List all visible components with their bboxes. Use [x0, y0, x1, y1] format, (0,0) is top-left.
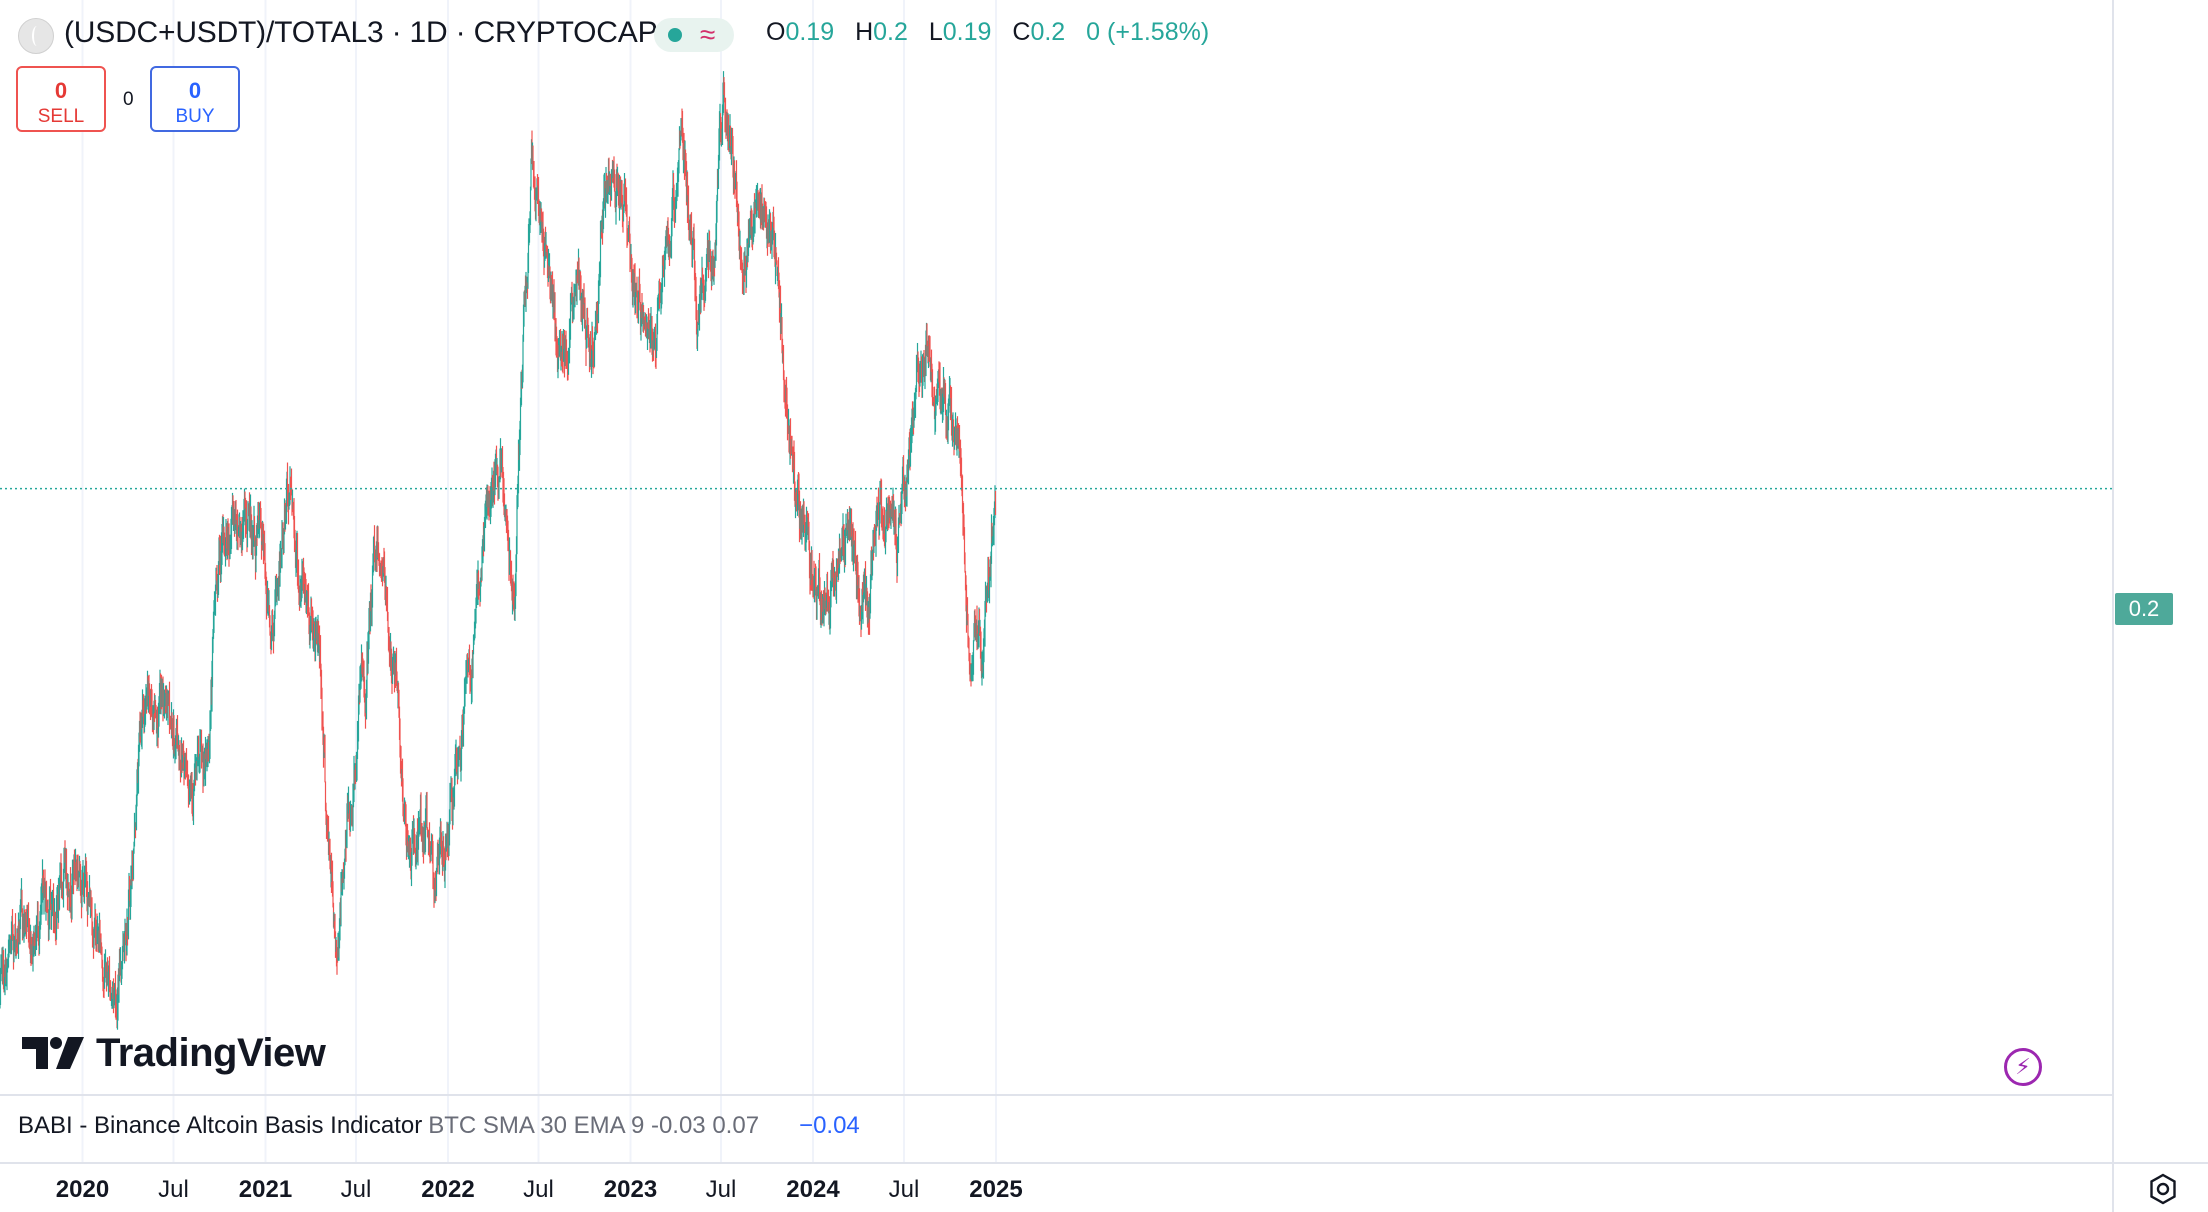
time-tick-label: Jul	[523, 1176, 554, 1203]
candle-series[interactable]	[0, 71, 997, 1030]
high-label: H	[855, 18, 874, 46]
indicator-value: −0.04	[799, 1112, 860, 1139]
sell-button[interactable]: 0 SELL	[16, 66, 106, 132]
symbol-logo-icon	[18, 18, 54, 54]
time-tick-label: 2022	[421, 1176, 475, 1203]
time-tick-label: Jul	[340, 1176, 372, 1203]
indicator-name: BABI - Binance Altcoin Basis Indicator	[18, 1112, 423, 1139]
open-label: O	[766, 18, 786, 46]
sell-label: SELL	[37, 106, 85, 127]
high-value: 0.2	[873, 18, 908, 46]
sell-count: 0	[54, 78, 68, 103]
time-tick-label: 2021	[238, 1176, 293, 1203]
settings-gear-icon[interactable]	[2146, 1172, 2180, 1206]
time-tick-label: Jul	[158, 1176, 189, 1203]
time-tick-label: 2025	[969, 1176, 1023, 1203]
last-price-label: 0.2	[2115, 593, 2173, 625]
time-tick-label: 2020	[55, 1176, 110, 1203]
indicator-legend[interactable]: BABI - Binance Altcoin Basis Indicator BT…	[18, 1112, 860, 1140]
tradingview-logo-icon	[22, 1037, 84, 1069]
time-tick-label: 2023	[603, 1176, 658, 1203]
time-tick-label: 2024	[786, 1176, 840, 1203]
buy-label: BUY	[175, 106, 215, 127]
buy-count: 0	[188, 78, 202, 103]
time-tick-label: Jul	[705, 1176, 737, 1203]
tradingview-logo[interactable]: TradingView	[22, 1028, 326, 1078]
status-dot-icon	[668, 28, 682, 42]
open-value: 0.19	[785, 18, 835, 46]
change-value: 0 (+1.58%)	[1086, 18, 1210, 46]
market-status[interactable]: ≈	[654, 18, 734, 52]
chart-title[interactable]: (USDC+USDT)/TOTAL3 · 1D · CRYPTOCAP	[64, 16, 658, 49]
close-value: 0.2	[1030, 18, 1066, 46]
data-wave-icon: ≈	[700, 19, 716, 50]
low-value: 0.19	[942, 18, 992, 46]
time-tick-label: Jul	[888, 1176, 920, 1203]
lightning-icon[interactable]: ⚡	[2004, 1048, 2042, 1086]
buy-button[interactable]: 0 BUY	[150, 66, 240, 132]
close-label: C	[1012, 18, 1031, 46]
spread-value: 0	[123, 89, 134, 110]
logo-text: TradingView	[96, 1030, 326, 1075]
low-label: L	[928, 18, 943, 46]
ohlc-readout: O0.19 H0.2 L0.19 C0.2 0 (+1.58%)	[766, 18, 1223, 47]
indicator-params: BTC SMA 30 EMA 9 -0.03 0.07	[428, 1112, 760, 1139]
